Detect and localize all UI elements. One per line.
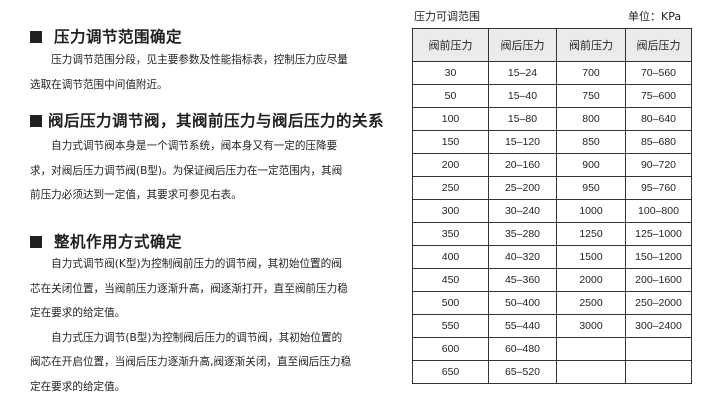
table-cell: 2500 — [556, 291, 626, 315]
text-line: 求，对阀后压力调节阀(B型)。为保证阀后压力在一定范围内，其阀 — [30, 164, 343, 177]
table-cell: 400 — [412, 245, 489, 269]
text-line: 芯在关闭位置，当阀前压力逐渐升高，阀逐渐打开，直至阀前压力稳 — [30, 282, 348, 295]
table-row: 50 15–40 750 75–600 — [412, 84, 692, 108]
table-cell: 55–440 — [488, 314, 557, 338]
table-cell — [556, 360, 626, 384]
table-cell: 250 — [412, 176, 489, 200]
section-heading: 压力调节范围确定 — [30, 25, 182, 47]
table-cell: 30–240 — [488, 199, 557, 223]
table-cell: 3000 — [556, 314, 626, 338]
table-cell: 1250 — [556, 222, 626, 246]
table-cell: 950 — [556, 176, 626, 200]
table-row: 250 25–200 950 95–760 — [412, 176, 692, 200]
table-cell: 30 — [412, 61, 489, 85]
table-row: 350 35–280 1250 125–1000 — [412, 222, 692, 246]
table-row: 150 15–120 850 85–680 — [412, 130, 692, 154]
table-cell: 15–80 — [488, 107, 557, 131]
table-row: 200 20–160 900 90–720 — [412, 153, 692, 177]
column-header: 阀后压力 — [625, 28, 692, 62]
table-cell — [556, 337, 626, 361]
table-cell: 45–360 — [488, 268, 557, 292]
table-cell: 300 — [412, 199, 489, 223]
column-header: 阀前压力 — [412, 28, 489, 62]
table-caption: 压力可调范围 — [414, 10, 480, 23]
table-cell: 35–280 — [488, 222, 557, 246]
section-heading: 整机作用方式确定 — [30, 230, 182, 252]
table-header-row: 阀前压力 阀后压力 阀前压力 阀后压力 — [412, 28, 692, 62]
table-cell: 125–1000 — [625, 222, 692, 246]
section-heading: 阀后压力调节阀，其阀前压力与阀后压力的关系 — [30, 109, 384, 131]
table-cell: 40–320 — [488, 245, 557, 269]
text-line: 阀芯在开启位置，当阀后压力逐渐升高,阀逐渐关闭，直至阀后压力稳 — [30, 356, 352, 368]
table-cell: 80–640 — [625, 107, 692, 131]
table-cell: 450 — [412, 268, 489, 292]
table-cell: 800 — [556, 107, 626, 131]
table-cell: 75–600 — [625, 84, 692, 108]
section-body: 自力式调节阀(K型)为控制阀前压力的调节阀，其初始位置的阀 芯在关闭位置，当阀前… — [30, 252, 362, 399]
square-bullet-icon — [30, 115, 42, 127]
table-cell: 250–2000 — [625, 291, 692, 315]
table-cell: 15–24 — [488, 61, 557, 85]
table-cell: 1500 — [556, 245, 626, 269]
text-line: 定在要求的给定值。 — [30, 380, 126, 393]
table-cell: 65–520 — [488, 360, 557, 384]
table-cell: 700 — [556, 61, 626, 85]
text-line: 前压力必须达到一定值，其要求可参见右表。 — [30, 189, 242, 201]
table-cell: 900 — [556, 153, 626, 177]
table-cell: 200–1600 — [625, 268, 692, 292]
square-bullet-icon — [30, 31, 42, 43]
table-cell: 15–40 — [488, 84, 557, 108]
table-cell: 95–760 — [625, 176, 692, 200]
table-cell: 85–680 — [625, 130, 692, 154]
table-cell: 50–400 — [488, 291, 557, 315]
table-row: 400 40–320 1500 150–1200 — [412, 245, 692, 269]
table-cell: 200 — [412, 153, 489, 177]
table-cell: 15–120 — [488, 130, 557, 154]
text-line: 自力式压力调节(B型)为控制阀后压力的调节阀，其初始位置的 — [30, 331, 343, 344]
table-cell: 550 — [412, 314, 489, 338]
table-row: 600 60–480 — [412, 337, 692, 361]
section-body: 自力式调节阀本身是一个调节系统，阀本身又有一定的压降要 求，对阀后压力调节阀(B… — [30, 134, 362, 208]
table-cell: 300–2400 — [625, 314, 692, 338]
table-cell: 2000 — [556, 268, 626, 292]
table-row: 30 15–24 700 70–560 — [412, 61, 692, 85]
text-line: 自力式调节阀本身是一个调节系统，阀本身又有一定的压降要 — [30, 140, 338, 152]
table-cell — [625, 337, 692, 361]
table-row: 650 65–520 — [412, 360, 692, 384]
table-unit: 单位：KPa — [628, 10, 682, 23]
table-cell: 100–800 — [625, 199, 692, 223]
table-cell: 70–560 — [625, 61, 692, 85]
table-cell: 600 — [412, 337, 489, 361]
table-cell: 90–720 — [625, 153, 692, 177]
table-row: 100 15–80 800 80–640 — [412, 107, 692, 131]
text-line: 定在要求的给定值。 — [30, 307, 126, 319]
table-cell: 50 — [412, 84, 489, 108]
table-cell: 100 — [412, 107, 489, 131]
table-cell: 150 — [412, 130, 489, 154]
table-cell: 20–160 — [488, 153, 557, 177]
table-cell — [625, 360, 692, 384]
text-line: 选取在调节范围中间值附近。 — [30, 78, 168, 91]
column-header: 阀后压力 — [488, 28, 557, 62]
text-line: 压力调节范围分段，见主要参数及性能指标表，控制压力应尽量 — [30, 54, 348, 66]
table-cell: 150–1200 — [625, 245, 692, 269]
square-bullet-icon — [30, 236, 42, 248]
table-cell: 350 — [412, 222, 489, 246]
table-cell: 1000 — [556, 199, 626, 223]
pressure-range-table: 阀前压力 阀后压力 阀前压力 阀后压力 30 15–24 700 70–560 50 15… — [412, 28, 692, 384]
section-body: 压力调节范围分段，见主要参数及性能指标表，控制压力应尽量 选取在调节范围中间值附… — [30, 48, 362, 97]
table-cell: 750 — [556, 84, 626, 108]
column-header: 阀前压力 — [556, 28, 626, 62]
table-cell: 650 — [412, 360, 489, 384]
table-row: 500 50–400 2500 250–2000 — [412, 291, 692, 315]
table-row: 550 55–440 3000 300–2400 — [412, 314, 692, 338]
table-cell: 500 — [412, 291, 489, 315]
table-cell: 60–480 — [488, 337, 557, 361]
table-row: 300 30–240 1000 100–800 — [412, 199, 692, 223]
table-row: 450 45–360 2000 200–1600 — [412, 268, 692, 292]
table-cell: 25–200 — [488, 176, 557, 200]
table-cell: 850 — [556, 130, 626, 154]
text-line: 自力式调节阀(K型)为控制阀前压力的调节阀，其初始位置的阀 — [30, 258, 342, 270]
